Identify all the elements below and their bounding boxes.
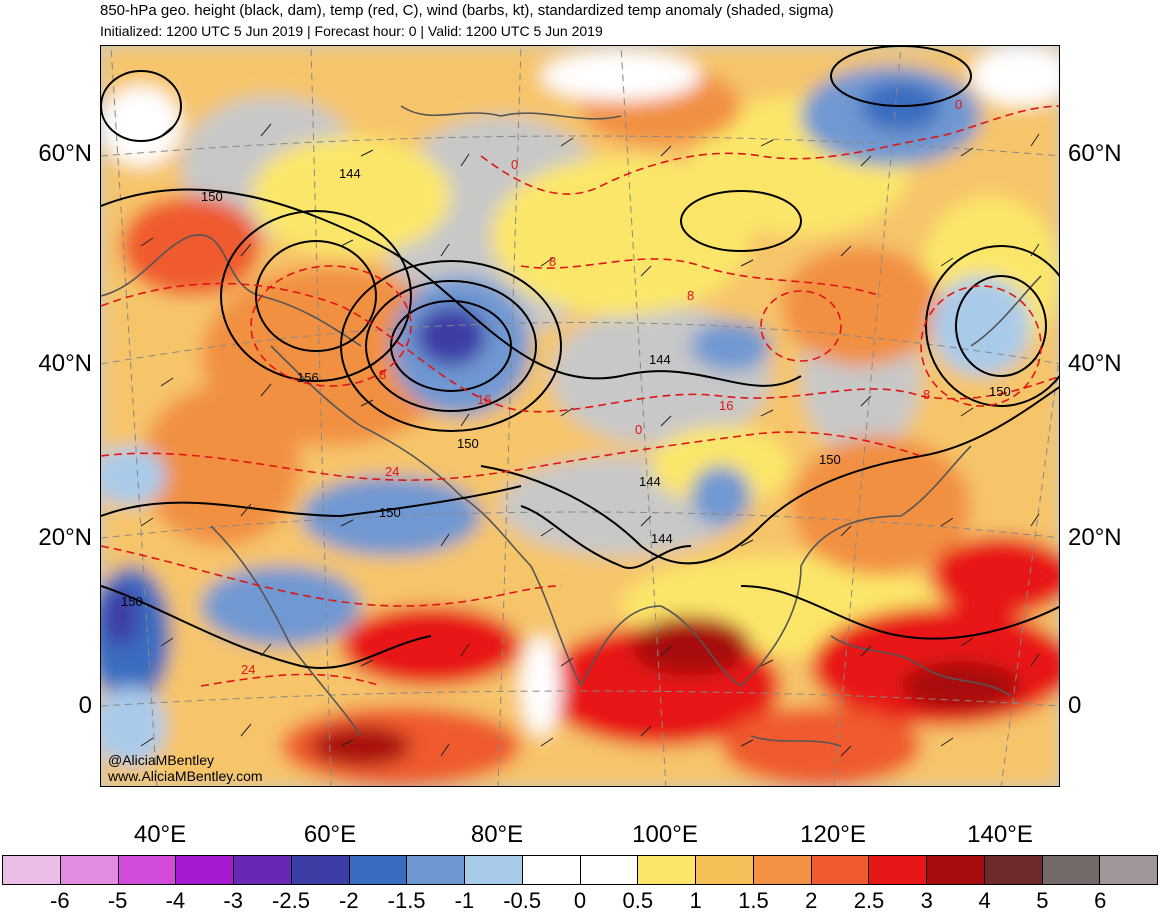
temp-label: 24	[241, 662, 255, 677]
lon-label: 140°E	[967, 821, 1033, 848]
temp-label: 8	[687, 288, 694, 303]
height-label: 156	[297, 370, 319, 385]
colorbar-swatch	[753, 856, 812, 884]
colorbar-tick-label: -1	[454, 888, 475, 913]
anomaly-colorbar	[2, 855, 1158, 885]
colorbar-swatch	[291, 856, 350, 884]
lat-label-left: 20°N	[38, 524, 92, 551]
temp-label: 24	[385, 464, 399, 479]
height-label: 144	[649, 352, 671, 367]
colorbar-tick-label: -4	[165, 888, 186, 913]
credit-url[interactable]: www.AliciaMBentley.com	[108, 768, 263, 784]
temp-label: 0	[955, 97, 962, 112]
height-label: 150	[989, 384, 1011, 399]
colorbar-tick-label: -2	[339, 888, 359, 913]
temp-labels: 0 0 8 8 8 16 24 24 16 8 0	[241, 97, 962, 677]
lat-label-right: 0	[1068, 692, 1082, 719]
height-label: 150	[819, 452, 841, 467]
height-label: 144	[639, 474, 661, 489]
colorbar-swatch	[3, 856, 61, 884]
colorbar-tick-label: 4	[978, 888, 991, 913]
height-label: 150	[457, 436, 479, 451]
height-label: 144	[339, 166, 361, 181]
colorbar-tick-label: 1	[689, 888, 702, 913]
lat-label-left: 0	[78, 692, 92, 719]
lon-label: 40°E	[133, 821, 187, 848]
colorbar-swatch	[60, 856, 119, 884]
colorbar-swatch	[118, 856, 177, 884]
temp-label: 0	[635, 422, 642, 437]
colorbar-swatch	[234, 856, 292, 884]
lat-label-right: 60°N	[1068, 140, 1122, 167]
graticule	[101, 46, 1059, 786]
coastlines	[101, 105, 1042, 747]
lat-label-right: 20°N	[1068, 524, 1122, 551]
colorbar-swatch	[1042, 856, 1101, 884]
colorbar-tick-label: 6	[1094, 888, 1107, 913]
colorbar-swatch	[522, 856, 581, 884]
height-label: 150	[121, 594, 143, 609]
map-subtitle: Initialized: 1200 UTC 5 Jun 2019 | Forec…	[100, 23, 603, 39]
map-canvas: 150 144 156 150 150 144 150 144 144 150 …	[101, 46, 1059, 786]
colorbar-swatch	[927, 856, 985, 884]
temp-label: 16	[477, 392, 491, 407]
lon-label: 60°E	[303, 821, 357, 848]
height-contours	[101, 46, 1059, 669]
colorbar-tick-label: -3	[223, 888, 243, 913]
colorbar-swatch	[638, 856, 696, 884]
temp-contours	[101, 105, 1059, 687]
colorbar-swatch	[811, 856, 870, 884]
lon-label: 120°E	[800, 821, 866, 848]
lat-label-right: 40°N	[1068, 350, 1122, 377]
wind-barbs	[140, 123, 1040, 757]
colorbar-swatch	[984, 856, 1043, 884]
credit-handle: @AliciaMBentley	[108, 752, 215, 768]
colorbar-tick-label: 2	[805, 888, 818, 913]
colorbar-tick-label: -5	[107, 888, 128, 913]
colorbar-tick-label: -6	[50, 888, 70, 913]
temp-label: 0	[511, 157, 518, 172]
lon-label: 80°E	[470, 821, 524, 848]
colorbar-swatch	[1100, 856, 1157, 884]
colorbar-swatch	[869, 856, 927, 884]
lat-label-left: 40°N	[38, 350, 92, 377]
colorbar-tick-label: 3	[920, 888, 933, 913]
colorbar-tick-label: 5	[1036, 888, 1049, 913]
colorbar-tick-label: 0.5	[622, 888, 654, 913]
colorbar-swatch	[176, 856, 234, 884]
map-panel: 150 144 156 150 150 144 150 144 144 150 …	[100, 45, 1060, 787]
temp-label: 8	[379, 367, 386, 382]
colorbar-swatch	[349, 856, 408, 884]
temp-label: 8	[923, 387, 930, 402]
height-label: 150	[379, 505, 401, 520]
lat-label-left: 60°N	[38, 140, 92, 167]
colorbar-tick-label: 1.5	[738, 888, 769, 913]
height-label: 150	[201, 189, 223, 204]
colorbar-tick-label: 2.5	[853, 888, 885, 913]
temp-label: 8	[549, 254, 556, 269]
height-label: 144	[651, 531, 673, 546]
height-labels: 150 144 156 150 150 144 150 144 144 150 …	[121, 166, 1011, 609]
temp-anomaly-shading	[101, 46, 1059, 786]
colorbar-swatch	[465, 856, 523, 884]
colorbar-tick-label: -2.5	[272, 888, 310, 913]
temp-label: 16	[719, 398, 733, 413]
map-title: 850-hPa geo. height (black, dam), temp (…	[100, 2, 834, 19]
colorbar-tick-label: 0	[573, 888, 587, 913]
colorbar-tick-label: -1.5	[387, 888, 426, 913]
colorbar-swatch	[407, 856, 465, 884]
lon-label: 100°E	[632, 821, 698, 848]
colorbar-swatch	[696, 856, 754, 884]
colorbar-tick-label: -0.5	[503, 888, 542, 913]
colorbar-swatch	[580, 856, 639, 884]
